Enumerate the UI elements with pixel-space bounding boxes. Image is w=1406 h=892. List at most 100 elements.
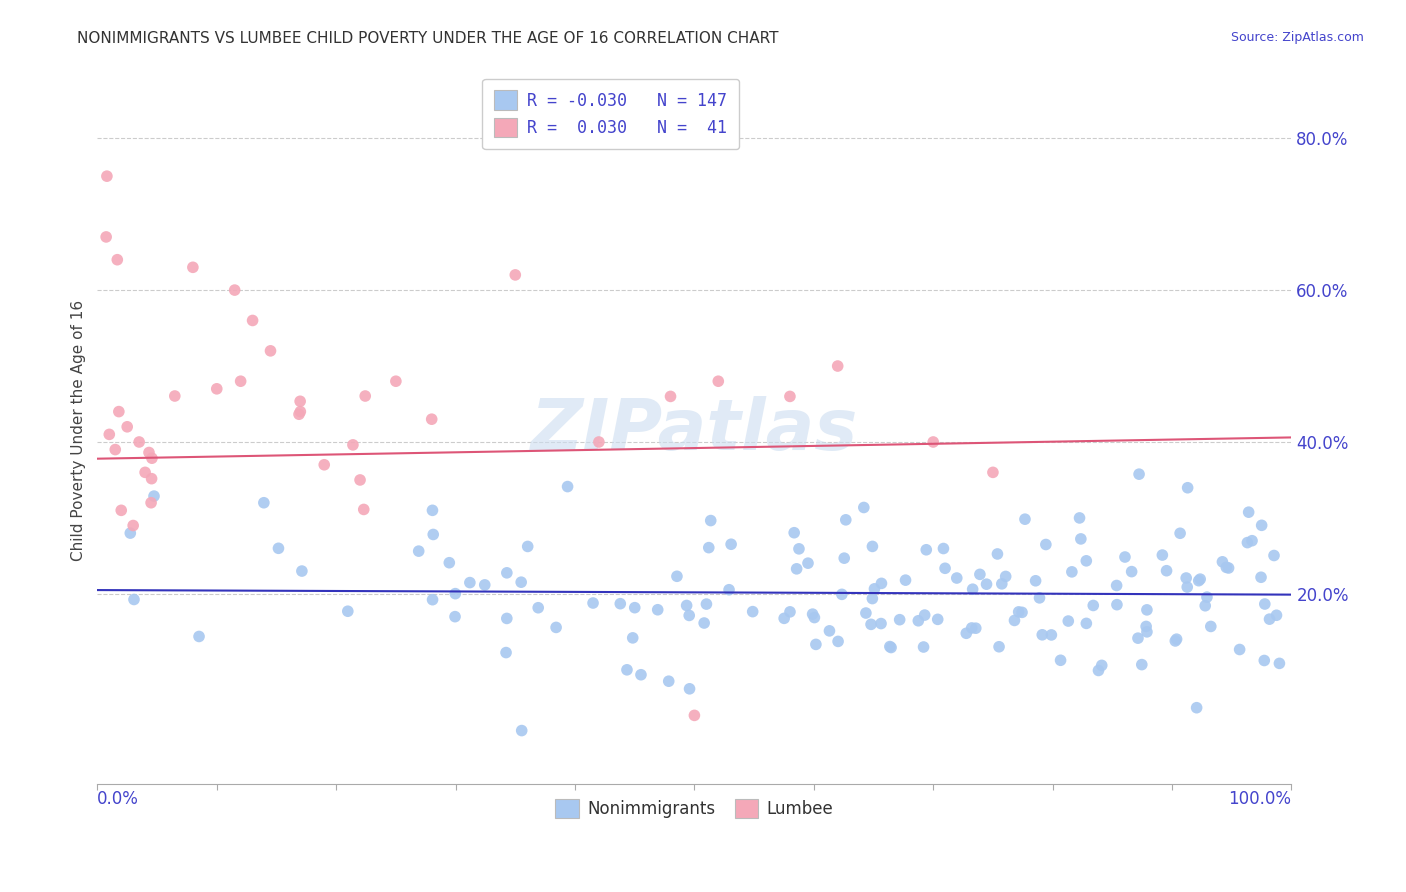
Point [1175, 571, 1198, 585]
Point [927, 612, 949, 626]
Point [385, 374, 408, 388]
Point [163, 389, 186, 403]
Point [1025, 574, 1047, 588]
Point [932, 541, 955, 556]
Point [1215, 560, 1237, 574]
Point [420, 412, 443, 426]
Point [422, 503, 444, 517]
Point [122, 518, 145, 533]
Point [863, 582, 886, 596]
Point [945, 571, 967, 585]
Point [291, 564, 314, 578]
Point [94, 230, 117, 244]
Point [510, 575, 533, 590]
Point [779, 605, 801, 619]
Text: 0.0%: 0.0% [97, 789, 139, 808]
Point [616, 663, 638, 677]
Point [1105, 578, 1128, 592]
Point [659, 389, 682, 403]
Point [693, 615, 716, 630]
Point [907, 614, 929, 628]
Point [1049, 653, 1071, 667]
Point [229, 374, 252, 388]
Point [658, 674, 681, 689]
Point [852, 500, 875, 515]
Point [1121, 565, 1143, 579]
Point [288, 407, 311, 421]
Point [1087, 664, 1109, 678]
Point [259, 343, 281, 358]
Point [665, 569, 688, 583]
Point [880, 640, 903, 655]
Point [832, 551, 855, 566]
Point [695, 597, 717, 611]
Text: 100.0%: 100.0% [1229, 789, 1292, 808]
Point [122, 592, 145, 607]
Point [922, 434, 945, 449]
Point [720, 537, 742, 551]
Point [495, 566, 517, 580]
Point [288, 394, 311, 409]
Point [1076, 616, 1098, 631]
Point [678, 608, 700, 623]
Point [969, 567, 991, 582]
Point [314, 458, 336, 472]
Point [546, 620, 568, 634]
Point [1263, 549, 1285, 563]
Point [675, 599, 697, 613]
Point [1076, 554, 1098, 568]
Point [609, 597, 631, 611]
Point [267, 541, 290, 556]
Point [188, 630, 211, 644]
Point [115, 419, 138, 434]
Point [353, 502, 375, 516]
Point [422, 527, 444, 541]
Point [1258, 612, 1281, 626]
Point [110, 503, 132, 517]
Point [1031, 628, 1053, 642]
Point [1265, 608, 1288, 623]
Point [444, 587, 467, 601]
Point [422, 592, 444, 607]
Point [773, 611, 796, 625]
Point [1060, 565, 1083, 579]
Point [242, 313, 264, 327]
Point [783, 525, 806, 540]
Point [354, 389, 377, 403]
Point [779, 389, 801, 403]
Point [224, 283, 246, 297]
Point [1166, 632, 1188, 647]
Point [1156, 564, 1178, 578]
Point [835, 513, 858, 527]
Point [962, 582, 984, 597]
Point [1035, 537, 1057, 551]
Point [803, 610, 825, 624]
Point [557, 479, 579, 493]
Point [1070, 532, 1092, 546]
Text: Source: ZipAtlas.com: Source: ZipAtlas.com [1230, 31, 1364, 45]
Point [1126, 631, 1149, 645]
Point [253, 496, 276, 510]
Point [98, 427, 121, 442]
Point [1199, 619, 1222, 633]
Point [787, 541, 810, 556]
Point [860, 617, 883, 632]
Point [879, 640, 901, 654]
Point [1069, 511, 1091, 525]
Point [1091, 658, 1114, 673]
Point [1253, 653, 1275, 667]
Point [474, 578, 496, 592]
Point [1211, 555, 1233, 569]
Point [1136, 603, 1159, 617]
Point [827, 359, 849, 373]
Point [801, 607, 824, 621]
Point [336, 604, 359, 618]
Point [981, 466, 1004, 480]
Point [1185, 700, 1208, 714]
Point [870, 576, 893, 591]
Point [1040, 628, 1063, 642]
Point [349, 473, 371, 487]
Point [495, 646, 517, 660]
Point [786, 562, 808, 576]
Point [181, 260, 204, 275]
